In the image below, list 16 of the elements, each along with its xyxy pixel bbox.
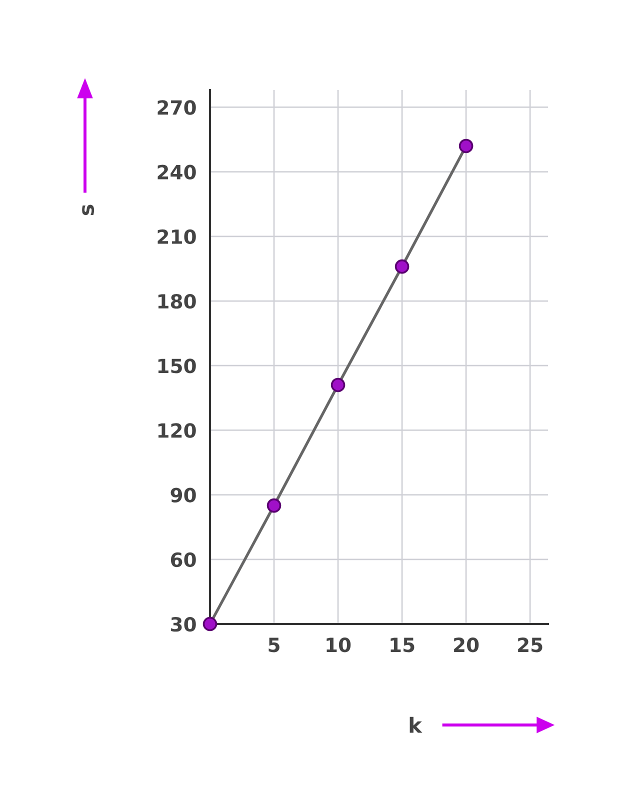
y-tick-label: 90 bbox=[170, 488, 196, 502]
y-tick-label: 60 bbox=[170, 552, 196, 568]
y-tick-label: 120 bbox=[158, 423, 196, 438]
y-tick-label: 180 bbox=[158, 294, 196, 309]
y-tick-label: 240 bbox=[158, 164, 196, 180]
y-tick-label: 30 bbox=[171, 616, 196, 632]
y-axis-title: s bbox=[82, 204, 94, 216]
x-axis-title: k bbox=[410, 716, 422, 733]
x-tick-label: 10 bbox=[326, 638, 351, 652]
x-tick-label: 15 bbox=[390, 638, 414, 652]
y-tick-label: 150 bbox=[158, 358, 196, 374]
y-tick-label: 270 bbox=[158, 100, 196, 115]
x-tick-label: 20 bbox=[454, 638, 479, 652]
x-tick-label: 5 bbox=[268, 638, 280, 652]
y-tick-label: 210 bbox=[158, 229, 196, 244]
x-tick-label: 25 bbox=[518, 638, 542, 652]
